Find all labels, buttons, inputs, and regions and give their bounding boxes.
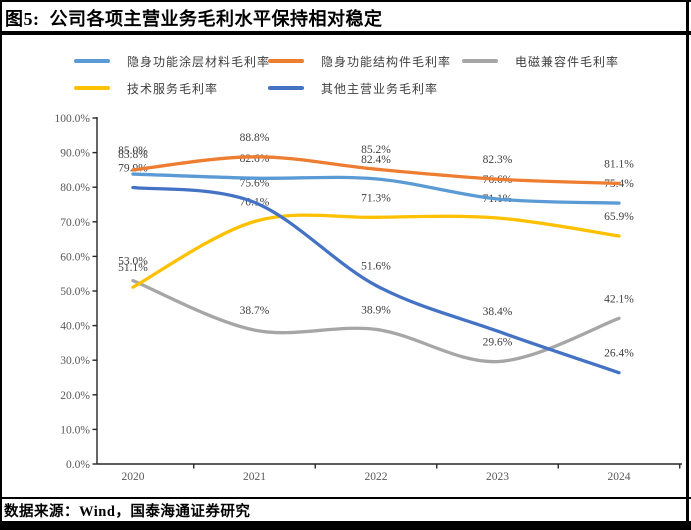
legend-line-swatch: [462, 59, 498, 63]
y-tick-label: 10.0%: [60, 424, 90, 436]
data-label: 51.6%: [361, 260, 391, 272]
data-label: 82.3%: [483, 154, 513, 166]
data-source: 数据来源：Wind，国泰海通证券研究: [4, 504, 251, 520]
data-label: 82.4%: [361, 154, 391, 166]
axes: [92, 117, 682, 469]
data-label: 75.6%: [240, 177, 270, 189]
data-label: 38.7%: [240, 305, 270, 317]
data-label: 38.9%: [361, 304, 391, 316]
y-tick-label: 20.0%: [60, 390, 90, 402]
data-label: 85.2%: [361, 144, 391, 156]
frame-bottom-border: [0, 521, 691, 530]
data-label: 29.6%: [483, 337, 513, 349]
frame-right-border: [686, 0, 689, 530]
x-tick-label: 2021: [243, 471, 266, 483]
data-label: 81.1%: [604, 158, 634, 170]
source-topline: [0, 497, 691, 499]
series-line: [131, 155, 621, 186]
frame-top-border: [0, 0, 691, 2]
frame-left-border: [0, 0, 2, 530]
series-line: [131, 172, 621, 205]
legend-item: 技术服务毛利率: [74, 80, 218, 96]
series-line: [131, 278, 621, 364]
legend-label: 其他主营业务毛利率: [321, 81, 439, 96]
y-tick-label: 60.0%: [60, 251, 90, 263]
x-tick-label: 2022: [365, 471, 388, 483]
data-label: 65.9%: [604, 211, 634, 223]
y-tick-label: 40.0%: [60, 321, 90, 333]
y-tick-label: 70.0%: [60, 217, 90, 229]
series-line: [131, 185, 621, 375]
data-label: 26.4%: [604, 348, 634, 360]
series-line: [131, 213, 621, 289]
y-tick-label: 0.0%: [66, 459, 90, 471]
legend-label: 隐身功能结构件毛利率: [321, 54, 452, 69]
data-label: 83.8%: [118, 149, 148, 161]
legend-label: 隐身功能涂层材料毛利率: [127, 54, 271, 69]
legend-line-swatch: [268, 86, 304, 90]
data-label: 42.1%: [604, 293, 634, 305]
data-label: 82.6%: [240, 153, 270, 165]
y-tick-label: 80.0%: [60, 182, 90, 194]
figure-title: 图5: 公司各项主营业务毛利水平保持相对稳定: [5, 9, 383, 29]
data-label: 88.8%: [240, 132, 270, 144]
x-tick-label: 2023: [486, 471, 509, 483]
y-tick-label: 50.0%: [60, 286, 90, 298]
data-label: 53.0%: [118, 256, 148, 268]
legend-label: 电磁兼容件毛利率: [515, 54, 620, 69]
data-labels: 83.8% 82.6% 82.4%76.6% 75.4%85.0%88.8%85.2%…: [118, 132, 634, 360]
data-label: 71.3%: [361, 192, 391, 204]
y-tick-label: 30.0%: [60, 355, 90, 367]
y-tick-label: 100.0%: [55, 113, 91, 125]
y-tick-label: 90.0%: [60, 148, 90, 160]
data-label: 51.1%: [118, 262, 148, 274]
title-underline: [0, 31, 691, 35]
legend-label: 技术服务毛利率: [127, 81, 219, 96]
y-axis-labels: 0.0% 10.0% 20.0% 30.0% 40.0% 50.0% 60.0% 70.0% 8…: [55, 113, 91, 471]
x-tick-label: 2020: [122, 471, 145, 483]
legend-item: 隐身功能涂层材料毛利率: [74, 53, 270, 69]
legend-item: 电磁兼容件毛利率: [462, 53, 619, 69]
legend-item: 隐身功能结构件毛利率: [268, 53, 451, 69]
x-tick-label: 2024: [608, 471, 631, 483]
legend-item: 其他主营业务毛利率: [268, 80, 438, 96]
data-label: 38.4%: [483, 306, 513, 318]
data-label: 85.0%: [118, 145, 148, 157]
legend-line-swatch: [268, 59, 304, 63]
x-axis-labels: 2020 2021 2022 2023 2024: [122, 471, 631, 483]
legend-line-swatch: [74, 86, 110, 90]
series-lines: [131, 155, 621, 375]
legend-line-swatch: [74, 59, 110, 63]
